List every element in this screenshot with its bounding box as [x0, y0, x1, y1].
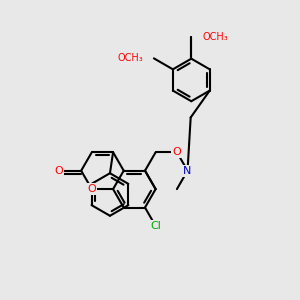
- Text: O: O: [172, 147, 181, 157]
- Text: O: O: [54, 166, 63, 176]
- Text: OCH₃: OCH₃: [202, 32, 228, 42]
- Text: N: N: [183, 166, 192, 176]
- Text: OCH₃: OCH₃: [117, 53, 143, 63]
- Text: Cl: Cl: [151, 221, 161, 232]
- Text: O: O: [87, 184, 96, 194]
